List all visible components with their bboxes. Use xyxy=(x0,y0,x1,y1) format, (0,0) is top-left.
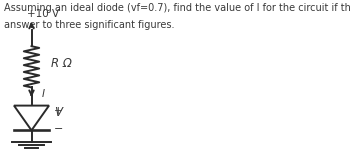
Text: answer to three significant figures.: answer to three significant figures. xyxy=(4,20,174,30)
Text: Assuming an ideal diode (vf=0.7), find the value of I for the circuit if the res: Assuming an ideal diode (vf=0.7), find t… xyxy=(4,3,350,13)
Text: +10 V: +10 V xyxy=(27,9,60,19)
Text: I: I xyxy=(42,89,45,99)
Text: −: − xyxy=(54,124,64,134)
Text: V: V xyxy=(54,106,62,119)
Text: R Ω: R Ω xyxy=(51,57,72,70)
Text: +: + xyxy=(54,106,63,116)
